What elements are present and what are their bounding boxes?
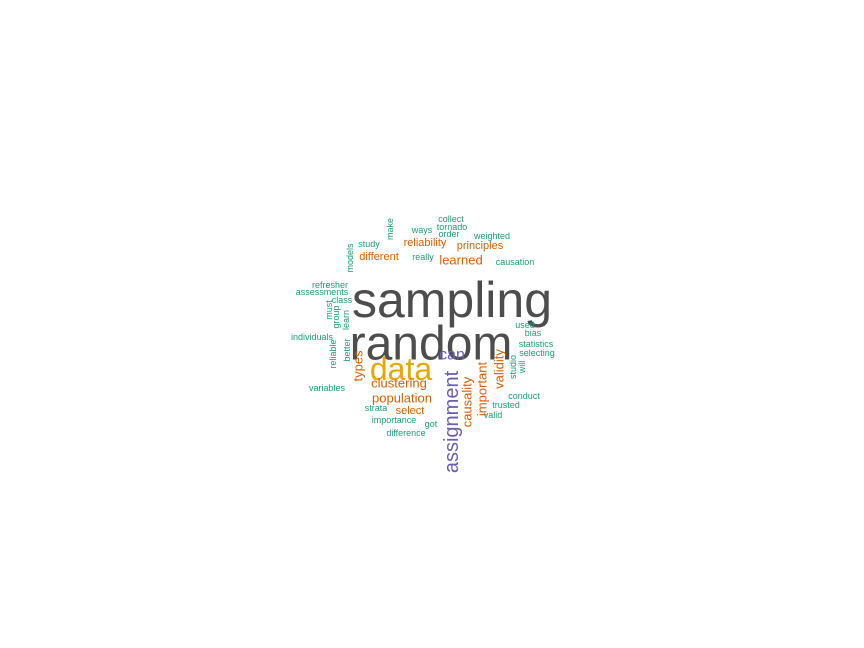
word-statistics: statistics (519, 339, 554, 349)
word-variables: variables (309, 383, 346, 393)
word-assessments: assessments (296, 287, 349, 297)
word-must: must (324, 300, 334, 320)
word-class: class (332, 295, 353, 305)
word-validity: validity (492, 349, 507, 389)
word-learned: learned (439, 253, 482, 268)
word-reliability: reliability (404, 237, 447, 249)
word-got: got (425, 419, 438, 429)
word-can: can (439, 347, 465, 364)
word-importance: importance (372, 415, 417, 425)
word-random: random (350, 318, 513, 371)
word-study: study (358, 239, 380, 249)
word-different: different (359, 251, 399, 263)
word-types: types (351, 350, 366, 382)
word-used: used (515, 320, 535, 330)
word-principles: principles (457, 240, 504, 252)
word-causality: causality (460, 376, 475, 427)
word-sampling: sampling (352, 272, 552, 328)
word-better: better (342, 338, 352, 361)
word-individuals: individuals (291, 332, 334, 342)
word-clustering: clustering (371, 376, 427, 391)
word-ways: ways (411, 225, 433, 235)
word-selecting: selecting (519, 348, 555, 358)
word-difference: difference (386, 428, 425, 438)
word-group: group (331, 305, 341, 328)
word-learn: learn (341, 310, 351, 330)
word-trusted: trusted (492, 400, 520, 410)
word-really: really (412, 252, 434, 262)
word-data: data (370, 351, 432, 387)
word-population: population (372, 391, 432, 406)
word-select: select (396, 405, 425, 417)
word-studio: studio (508, 355, 518, 379)
word-order: order (438, 229, 459, 239)
word-valid: valid (484, 410, 503, 420)
word-tornado: tornado (437, 222, 468, 232)
word-assignment: assignment (441, 370, 463, 473)
word-will: will (517, 361, 527, 375)
word-make: make (385, 218, 395, 240)
word-reliable: reliable (328, 339, 338, 368)
word-collect: collect (438, 214, 464, 224)
word-conduct: conduct (508, 391, 540, 401)
word-bias: bias (525, 328, 542, 338)
word-causation: causation (496, 257, 535, 267)
word-models: models (345, 243, 355, 273)
word-important: important (475, 362, 490, 417)
word-refresher: refresher (312, 280, 348, 290)
word-weighted: weighted (473, 231, 510, 241)
word-strata: strata (365, 403, 388, 413)
